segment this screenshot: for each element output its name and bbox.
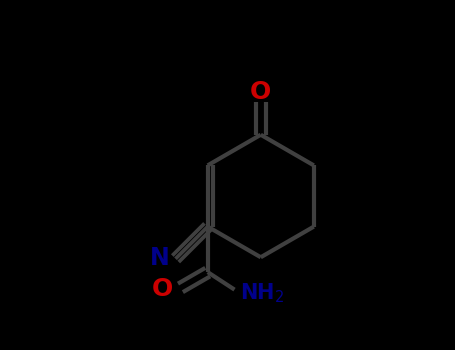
Text: N: N (150, 246, 169, 270)
Text: O: O (250, 80, 271, 104)
Text: NH$_2$: NH$_2$ (240, 281, 284, 305)
Text: O: O (152, 276, 173, 301)
